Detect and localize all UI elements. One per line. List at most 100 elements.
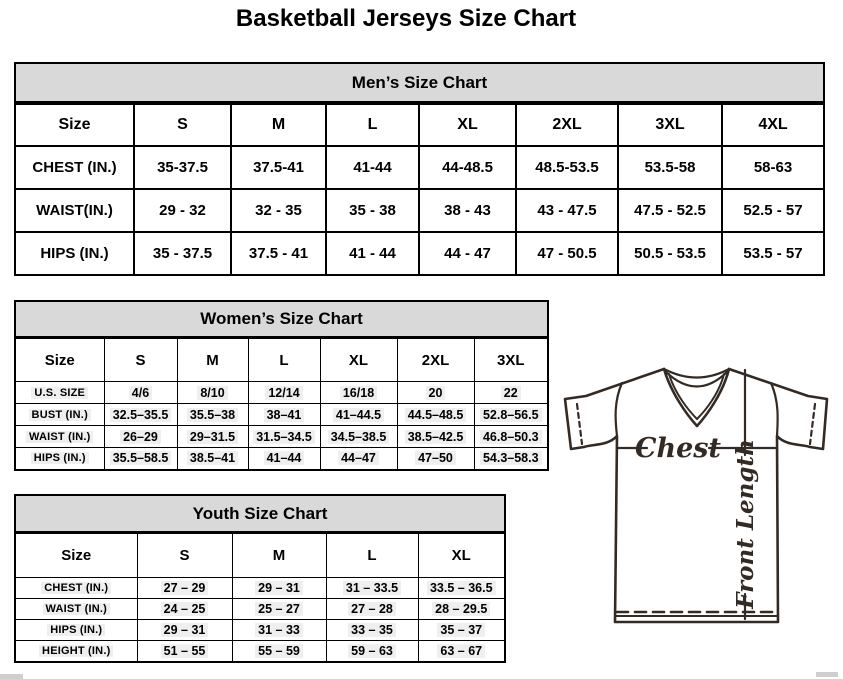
column-header: XL bbox=[417, 533, 506, 578]
table-row: HIPS (IN.) 29 – 31 31 – 33 33 – 35 35 – … bbox=[14, 619, 506, 641]
cell-value: 47–50 bbox=[396, 447, 475, 470]
table-row: U.S. SIZE 4/6 8/10 12/14 16/18 20 22 bbox=[14, 381, 549, 404]
cell-value: 29–31.5 bbox=[176, 425, 249, 448]
cell-value: 38.5–42.5 bbox=[396, 425, 475, 448]
cell-value: 48.5-53.5 bbox=[515, 145, 619, 190]
cell-value: 44 - 47 bbox=[418, 231, 517, 276]
cell-value: 4/6 bbox=[103, 381, 178, 404]
cell-value: 35.5–58.5 bbox=[103, 447, 178, 470]
cell-value: 8/10 bbox=[176, 381, 249, 404]
cell-value: 35.5–38 bbox=[176, 403, 249, 426]
column-header: XL bbox=[418, 103, 517, 147]
cell-value: 38.5–41 bbox=[176, 447, 249, 470]
youth-size-table: Size S M L XL CHEST (IN.) 27 – 29 29 – 3… bbox=[14, 533, 506, 663]
column-header: Size bbox=[14, 338, 105, 382]
cell-value: 37.5-41 bbox=[230, 145, 327, 190]
cell-value: 25 – 27 bbox=[231, 598, 327, 620]
bottom-right-artifact bbox=[816, 672, 838, 677]
womens-chart-header: Women’s Size Chart bbox=[14, 300, 549, 338]
cell-value: 41–44.5 bbox=[319, 403, 398, 426]
column-header: 3XL bbox=[617, 103, 723, 147]
cell-value: 38 - 43 bbox=[418, 188, 517, 233]
cell-value: 31 – 33 bbox=[231, 619, 327, 641]
cell-value: 50.5 - 53.5 bbox=[617, 231, 723, 276]
cell-value: 29 – 31 bbox=[231, 577, 327, 599]
cell-value: 53.5-58 bbox=[617, 145, 723, 190]
column-header: XL bbox=[319, 338, 398, 382]
cell-value: 52.8–56.5 bbox=[473, 403, 549, 426]
table-header-row: Size S M L XL 2XL 3XL 4XL bbox=[14, 103, 825, 147]
cell-value: 16/18 bbox=[319, 381, 398, 404]
cell-value: 35 - 37.5 bbox=[133, 231, 232, 276]
left-cuff-stitch bbox=[575, 402, 584, 446]
front-length-label: Front Length bbox=[732, 439, 759, 610]
cell-value: 47.5 - 52.5 bbox=[617, 188, 723, 233]
right-cuff-stitch bbox=[808, 402, 817, 446]
cell-value: 38–41 bbox=[247, 403, 321, 426]
table-header-row: Size S M L XL bbox=[14, 533, 506, 578]
column-header: Size bbox=[14, 103, 135, 147]
cell-value: 26–29 bbox=[103, 425, 178, 448]
table-row: CHEST (IN.) 35-37.5 37.5-41 41-44 44-48.… bbox=[14, 145, 825, 190]
table-row: WAIST (IN.) 24 – 25 25 – 27 27 – 28 28 –… bbox=[14, 598, 506, 620]
row-label: CHEST (IN.) bbox=[14, 577, 138, 599]
column-header: L bbox=[247, 338, 321, 382]
cell-value: 33.5 – 36.5 bbox=[417, 577, 506, 599]
page-title: Basketball Jerseys Size Chart bbox=[235, 5, 577, 32]
cell-value: 47 - 50.5 bbox=[515, 231, 619, 276]
table-row: WAIST (IN.) 26–29 29–31.5 31.5–34.5 34.5… bbox=[14, 425, 549, 448]
cell-value: 44.5–48.5 bbox=[396, 403, 475, 426]
table-row: BUST (IN.) 32.5–35.5 35.5–38 38–41 41–44… bbox=[14, 403, 549, 426]
column-header: M bbox=[231, 533, 327, 578]
womens-size-chart: Women’s Size Chart Size S M L XL 2XL 3XL… bbox=[14, 300, 549, 471]
row-label: BUST (IN.) bbox=[14, 403, 105, 426]
column-header: S bbox=[136, 533, 233, 578]
cell-value: 41-44 bbox=[325, 145, 420, 190]
cell-value: 44–47 bbox=[319, 447, 398, 470]
cell-value: 29 - 32 bbox=[133, 188, 232, 233]
youth-size-chart: Youth Size Chart Size S M L XL CHEST (IN… bbox=[14, 494, 506, 663]
womens-size-table: Size S M L XL 2XL 3XL U.S. SIZE 4/6 8/10… bbox=[14, 338, 549, 471]
column-header: 4XL bbox=[721, 103, 825, 147]
cell-value: 20 bbox=[396, 381, 475, 404]
collar-back-curve-outer bbox=[662, 367, 731, 379]
jersey-measurement-diagram: Chest Front Length bbox=[563, 367, 829, 624]
right-armhole-seam bbox=[769, 381, 779, 438]
cell-value: 58-63 bbox=[721, 145, 825, 190]
cell-value: 54.3–58.3 bbox=[473, 447, 549, 470]
cell-value: 55 – 59 bbox=[231, 640, 327, 662]
column-header: S bbox=[103, 338, 178, 382]
mens-chart-header: Men’s Size Chart bbox=[14, 62, 825, 103]
bottom-left-artifact bbox=[0, 674, 23, 679]
cell-value: 29 – 31 bbox=[136, 619, 233, 641]
cell-value: 31.5–34.5 bbox=[247, 425, 321, 448]
row-label: CHEST (IN.) bbox=[14, 145, 135, 190]
row-label: U.S. SIZE bbox=[14, 381, 105, 404]
vneck-inner bbox=[668, 373, 725, 420]
table-row: HIPS (IN.) 35 - 37.5 37.5 - 41 41 - 44 4… bbox=[14, 231, 825, 276]
cell-value: 46.8–50.3 bbox=[473, 425, 549, 448]
cell-value: 53.5 - 57 bbox=[721, 231, 825, 276]
column-header: 3XL bbox=[473, 338, 549, 382]
cell-value: 33 – 35 bbox=[325, 619, 419, 641]
row-label: HIPS (IN.) bbox=[14, 619, 138, 641]
cell-value: 37.5 - 41 bbox=[230, 231, 327, 276]
column-header: 2XL bbox=[515, 103, 619, 147]
row-label: HIPS (IN.) bbox=[14, 231, 135, 276]
cell-value: 34.5–38.5 bbox=[319, 425, 398, 448]
cell-value: 52.5 - 57 bbox=[721, 188, 825, 233]
table-row: CHEST (IN.) 27 – 29 29 – 31 31 – 33.5 33… bbox=[14, 577, 506, 599]
column-header: 2XL bbox=[396, 338, 475, 382]
column-header: L bbox=[325, 533, 419, 578]
left-armhole-seam bbox=[614, 381, 624, 438]
cell-value: 27 – 28 bbox=[325, 598, 419, 620]
column-header: L bbox=[325, 103, 420, 147]
table-row: WAIST(IN.) 29 - 32 32 - 35 35 - 38 38 - … bbox=[14, 188, 825, 233]
cell-value: 32 - 35 bbox=[230, 188, 327, 233]
row-label: WAIST (IN.) bbox=[14, 425, 105, 448]
cell-value: 43 - 47.5 bbox=[515, 188, 619, 233]
column-header: M bbox=[176, 338, 249, 382]
column-header: S bbox=[133, 103, 232, 147]
row-label: WAIST(IN.) bbox=[14, 188, 135, 233]
cell-value: 35 – 37 bbox=[417, 619, 506, 641]
